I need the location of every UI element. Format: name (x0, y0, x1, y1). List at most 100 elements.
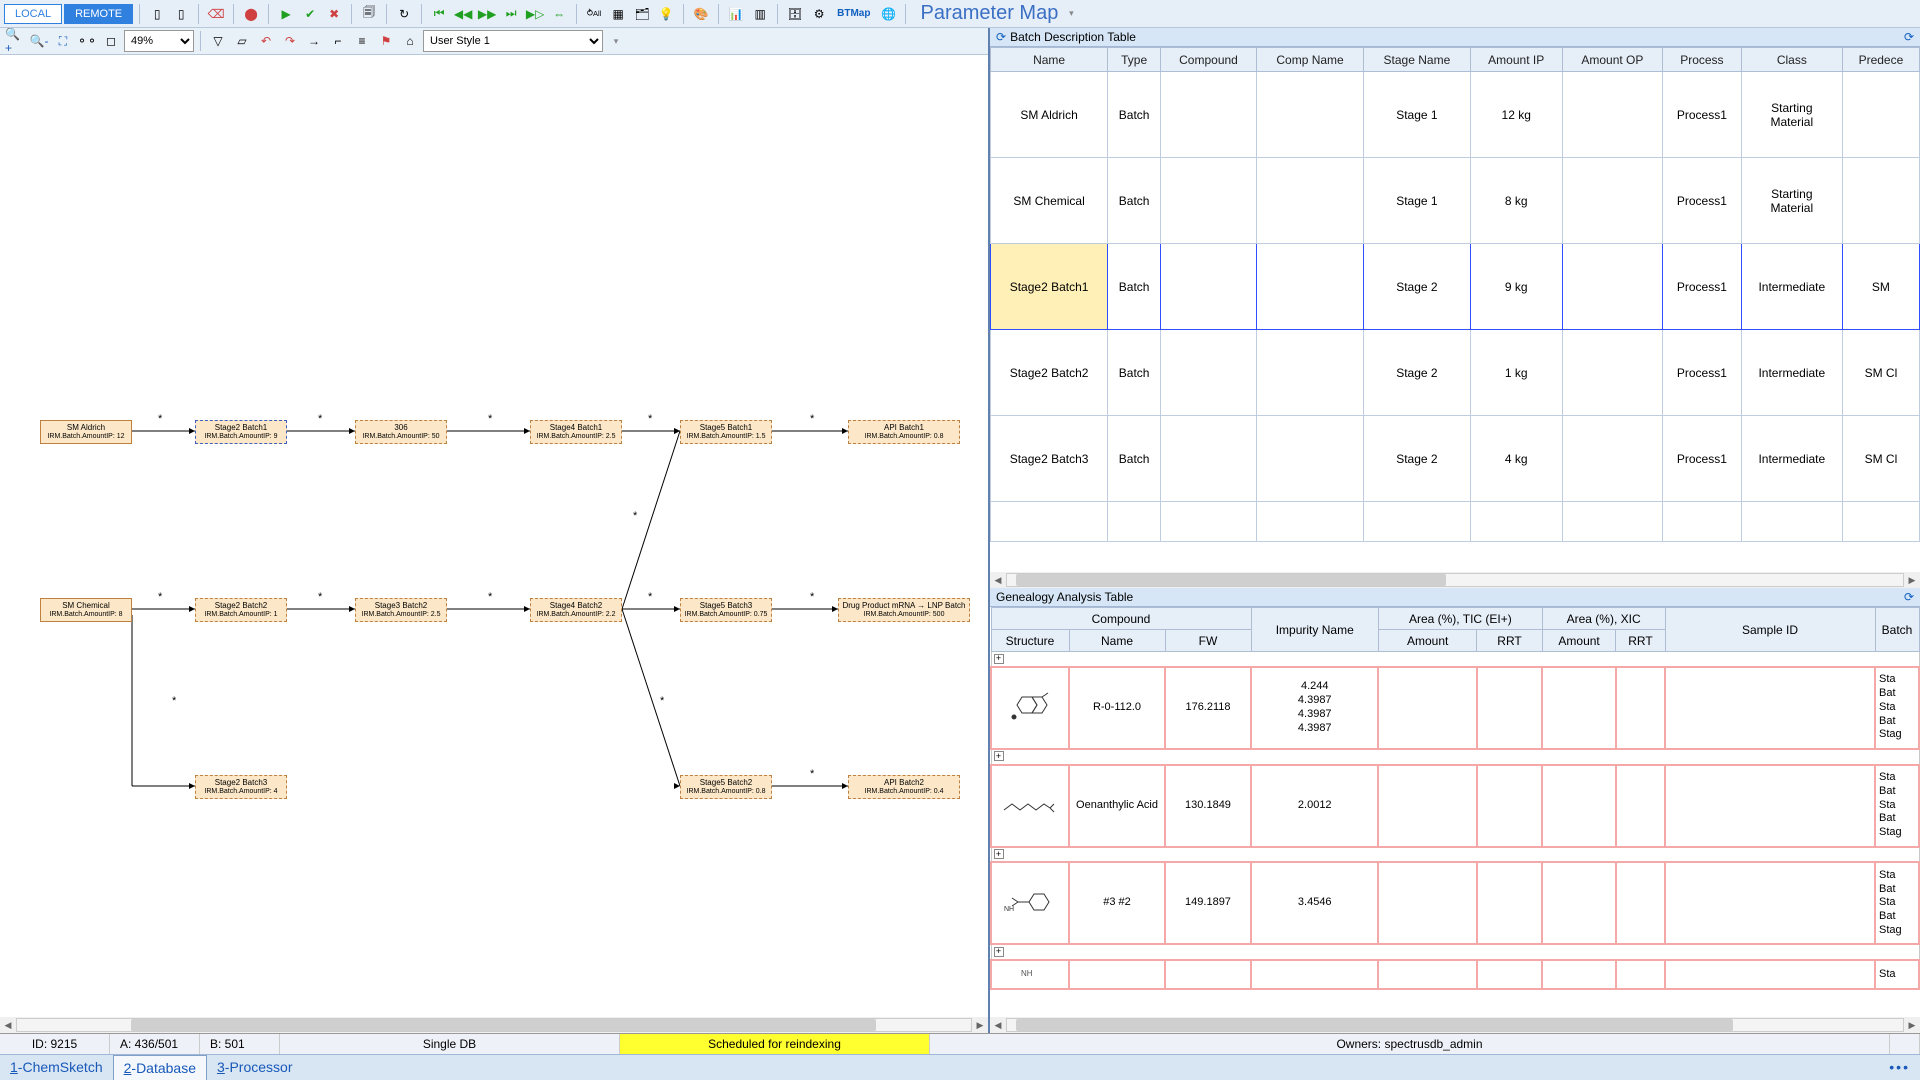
tab-database[interactable]: 2-Database (113, 1055, 207, 1080)
step-icon[interactable]: ⇔ (548, 3, 570, 25)
diagram-pane: 🔍+ 🔍- ⛶ ⚬⚬ ◻ 49% ▽ ▱ ↶ ↷ → ⌐ ≡ ⚑ ⌂ User … (0, 28, 990, 1033)
mode-local-button[interactable]: LOCAL (4, 4, 62, 24)
table-row[interactable]: SM AldrichBatchStage 112 kgProcess1Start… (991, 72, 1920, 158)
mode-remote-button[interactable]: REMOTE (64, 4, 133, 24)
batch-panel-header: ⟳ Batch Description Table ⟳ (990, 28, 1920, 47)
batch-col-header[interactable]: Compound (1161, 48, 1257, 72)
batch-col-header[interactable]: Stage Name (1364, 48, 1470, 72)
table-icon[interactable]: ▥ (749, 3, 771, 25)
tab-chemsketch[interactable]: 1-ChemSketch (0, 1055, 113, 1080)
user-style-select[interactable]: User Style 1 (423, 30, 603, 52)
play-icon[interactable]: ▶ (275, 3, 297, 25)
nodes-view-icon[interactable]: ⚬⚬ (76, 30, 98, 52)
expand-icon[interactable]: + (994, 849, 1004, 859)
edge-label: * (648, 413, 652, 425)
zoom-select[interactable]: 49% (124, 30, 194, 52)
table-row[interactable]: Stage2 Batch2BatchStage 21 kgProcess1Int… (991, 330, 1920, 416)
zoom-fit-icon[interactable]: ⛶ (52, 30, 74, 52)
table-row[interactable] (991, 502, 1920, 542)
expand-icon[interactable]: + (994, 751, 1004, 761)
filter-icon[interactable]: ▽ (207, 30, 229, 52)
expand-icon[interactable]: + (994, 947, 1004, 957)
align-icon[interactable]: ≡ (351, 30, 373, 52)
shapes-icon[interactable]: ▱ (231, 30, 253, 52)
sheets-icon[interactable]: 🗂 (631, 3, 653, 25)
diagram-node[interactable]: 306IRM.Batch.AmountIP: 50 (355, 420, 447, 444)
first-icon[interactable]: ⏮ (428, 3, 450, 25)
gen-settings-icon[interactable]: ⟳ (1904, 590, 1914, 604)
batch-col-header[interactable]: Amount OP (1562, 48, 1662, 72)
home-icon[interactable]: ⌂ (399, 30, 421, 52)
batch-settings-icon[interactable]: ⟳ (1904, 30, 1914, 44)
diagram-node[interactable]: Drug Product mRNA → LNP BatchIRM.Batch.A… (838, 598, 970, 622)
diagram-node[interactable]: API Batch1IRM.Batch.AmountIP: 0.8 (848, 420, 960, 444)
zoom-in-icon[interactable]: 🔍+ (4, 30, 26, 52)
batch-table[interactable]: NameTypeCompoundComp NameStage NameAmoun… (990, 47, 1920, 542)
last-icon[interactable]: ⏭ (500, 3, 522, 25)
copy-record-icon[interactable]: 🗐 (358, 3, 380, 25)
diagram-node[interactable]: Stage2 Batch3IRM.Batch.AmountIP: 4 (195, 775, 287, 799)
batch-col-header[interactable]: Comp Name (1256, 48, 1363, 72)
table-row[interactable]: Oenanthylic Acid130.18492.0012StaBatStaB… (991, 765, 1919, 847)
refresh-icon[interactable]: ↻ (393, 3, 415, 25)
flag-icon[interactable]: ⚑ (375, 30, 397, 52)
undo-icon[interactable]: ↶ (255, 30, 277, 52)
batch-refresh-icon[interactable]: ⟳ (996, 30, 1006, 44)
expand-icon[interactable]: + (994, 654, 1004, 664)
genealogy-table[interactable]: Compound Impurity Name Area (%), TIC (EI… (990, 607, 1920, 990)
diagram-node[interactable]: SM ChemicalIRM.Batch.AmountIP: 8 (40, 598, 132, 622)
diagram-node[interactable]: SM AldrichIRM.Batch.AmountIP: 12 (40, 420, 132, 444)
record-icon[interactable]: ⬤ (240, 3, 262, 25)
table-row[interactable]: SM ChemicalBatchStage 18 kgProcess1Start… (991, 158, 1920, 244)
batch-col-header[interactable]: Class (1741, 48, 1842, 72)
diagram-node[interactable]: Stage2 Batch2IRM.Batch.AmountIP: 1 (195, 598, 287, 622)
redo-icon[interactable]: ↷ (279, 30, 301, 52)
diagram-node[interactable]: Stage2 Batch1IRM.Batch.AmountIP: 9 (195, 420, 287, 444)
batch-col-header[interactable]: Name (991, 48, 1108, 72)
diagram-node[interactable]: Stage5 Batch2IRM.Batch.AmountIP: 0.8 (680, 775, 772, 799)
batch-col-header[interactable]: Amount IP (1470, 48, 1562, 72)
table-row[interactable]: NH#3 #2149.18973.4546StaBatStaBatStag (991, 862, 1919, 944)
diagram-node[interactable]: Stage4 Batch1IRM.Batch.AmountIP: 2.5 (530, 420, 622, 444)
batch-col-header[interactable]: Process (1662, 48, 1741, 72)
play-end-icon[interactable]: ▶▷ (524, 3, 546, 25)
next-icon[interactable]: ▶▶ (476, 3, 498, 25)
palette-icon[interactable]: 🎨 (690, 3, 712, 25)
diagram-node[interactable]: Stage5 Batch3IRM.Batch.AmountIP: 0.75 (680, 598, 772, 622)
db-icon[interactable]: 🗄 (784, 3, 806, 25)
lamp-icon[interactable]: 💡 (655, 3, 677, 25)
btmap-button[interactable]: BTMap (832, 3, 875, 25)
diagram-node[interactable]: API Batch2IRM.Batch.AmountIP: 0.4 (848, 775, 960, 799)
tabs-more-icon[interactable]: ••• (1879, 1055, 1920, 1080)
sheet-icon[interactable]: ▦ (607, 3, 629, 25)
table-row[interactable]: Stage2 Batch3BatchStage 24 kgProcess1Int… (991, 416, 1920, 502)
chart-icon[interactable]: 📊 (725, 3, 747, 25)
gen-hscroll[interactable]: ◀ ▶ (990, 1017, 1920, 1033)
check-icon[interactable]: ✔ (299, 3, 321, 25)
diagram-node[interactable]: Stage4 Batch2IRM.Batch.AmountIP: 2.2 (530, 598, 622, 622)
diagram-node[interactable]: Stage5 Batch1IRM.Batch.AmountIP: 1.5 (680, 420, 772, 444)
prev-icon[interactable]: ◀◀ (452, 3, 474, 25)
panel-right-icon[interactable]: ▯ (170, 3, 192, 25)
title-menu-icon[interactable]: ▾ (1060, 3, 1082, 25)
batch-hscroll[interactable]: ◀ ▶ (990, 572, 1920, 588)
globe-icon[interactable]: 🌐 (877, 3, 899, 25)
stairs-icon[interactable]: ⌐ (327, 30, 349, 52)
batch-col-header[interactable]: Predece (1842, 48, 1919, 72)
batch-col-header[interactable]: Type (1108, 48, 1161, 72)
nodes-icon[interactable]: ⚙ (808, 3, 830, 25)
diagram-hscroll[interactable]: ◀ ▶ (0, 1017, 988, 1033)
tab-processor[interactable]: 3-Processor (207, 1055, 302, 1080)
zoom-out-icon[interactable]: 🔍- (28, 30, 50, 52)
node-focus-icon[interactable]: ◻ (100, 30, 122, 52)
table-row[interactable]: NHSta (991, 960, 1919, 989)
style-menu-icon[interactable]: ▾ (605, 30, 627, 52)
cancel-icon[interactable]: ✖ (323, 3, 345, 25)
diagram-node[interactable]: Stage3 Batch2IRM.Batch.AmountIP: 2.5 (355, 598, 447, 622)
filter-all-icon[interactable]: ⥁All (583, 3, 605, 25)
arrow-right-icon[interactable]: → (303, 30, 325, 52)
table-row[interactable]: Stage2 Batch1BatchStage 29 kgProcess1Int… (991, 244, 1920, 330)
panel-left-icon[interactable]: ▯ (146, 3, 168, 25)
delete-icon[interactable]: ⌫ (205, 3, 227, 25)
table-row[interactable]: R-0-112.0176.21184.2444.39874.39874.3987… (991, 667, 1919, 749)
